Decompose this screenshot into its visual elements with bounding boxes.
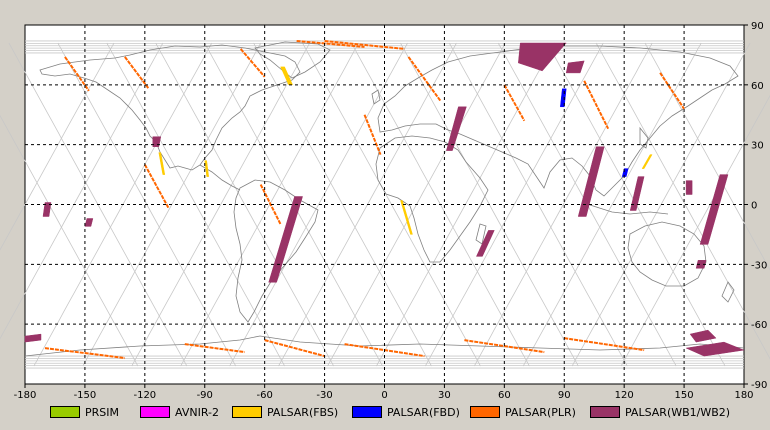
x-tick-label: -90 bbox=[197, 390, 213, 401]
coverage-polygon bbox=[629, 176, 645, 211]
legend-label: PALSAR(FBS) bbox=[267, 405, 339, 419]
coverage-polygon bbox=[446, 106, 467, 151]
x-tick-label: -180 bbox=[14, 390, 37, 401]
coast-australia bbox=[627, 221, 707, 287]
coverage-polygon bbox=[84, 218, 94, 227]
legend-label: PRSIM bbox=[85, 405, 119, 419]
orbit-track bbox=[448, 42, 628, 367]
coverage-polygon bbox=[695, 260, 707, 269]
plr-tracks bbox=[44, 39, 685, 360]
y-axis-ticks: 90 60 30 0 -30 -60 -90 bbox=[744, 21, 767, 391]
plr-track bbox=[143, 164, 170, 209]
legend-item: PRSIM bbox=[50, 402, 119, 422]
coverage-polygon bbox=[577, 146, 605, 217]
coverage-polygon bbox=[685, 180, 693, 195]
plr-track bbox=[464, 339, 545, 354]
legend-item: PALSAR(FBD) bbox=[352, 402, 460, 422]
coverage-polygon bbox=[476, 230, 495, 257]
coverage-polygon bbox=[699, 174, 729, 245]
coverage-polygon bbox=[42, 202, 52, 217]
x-tick-label: 150 bbox=[675, 390, 694, 401]
x-tick-label: 30 bbox=[438, 390, 451, 401]
plr-track bbox=[564, 337, 645, 352]
x-axis-ticks: -180 -150 -120 -90 -60 -30 0 30 60 90 120 150 180 bbox=[14, 384, 754, 401]
coverage-polygon bbox=[24, 333, 42, 343]
x-tick-label: -30 bbox=[316, 390, 332, 401]
plr-track bbox=[64, 56, 90, 92]
coverage-polygon bbox=[268, 196, 303, 283]
legend-swatch bbox=[50, 406, 80, 418]
orbit-track bbox=[473, 42, 653, 367]
legend: PRSIM AVNIR-2 PALSAR(FBS) PALSAR(FBD) PALSAR… bbox=[0, 402, 770, 422]
coverage-polygon bbox=[685, 341, 745, 357]
legend-label: PALSAR(FBD) bbox=[387, 405, 460, 419]
legend-swatch bbox=[140, 406, 170, 418]
orbit-track bbox=[253, 42, 432, 367]
plr-track bbox=[124, 56, 150, 90]
legend-swatch bbox=[470, 406, 500, 418]
plr-track bbox=[363, 114, 382, 156]
plr-track bbox=[296, 39, 365, 48]
x-tick-label: 180 bbox=[734, 390, 753, 401]
y-tick-label: 30 bbox=[751, 141, 764, 152]
plr-track bbox=[503, 84, 526, 122]
x-tick-label: 90 bbox=[558, 390, 571, 401]
coast-africa bbox=[375, 135, 489, 263]
x-tick-label: -60 bbox=[256, 390, 272, 401]
plr-track bbox=[184, 343, 245, 354]
coast-eurasia bbox=[377, 45, 739, 197]
legend-label: PALSAR(PLR) bbox=[505, 405, 576, 419]
plr-track bbox=[659, 72, 685, 110]
y-tick-label: -30 bbox=[751, 260, 767, 271]
coverage-polygon bbox=[689, 329, 717, 343]
coverage-polygon bbox=[280, 66, 293, 86]
coast-greenland bbox=[254, 41, 331, 79]
y-tick-label: 90 bbox=[751, 21, 764, 32]
plr-track bbox=[239, 48, 266, 78]
coverage-polygon bbox=[518, 42, 567, 72]
coast-new-zealand bbox=[721, 281, 735, 303]
plr-track bbox=[264, 339, 325, 358]
y-tick-label: -60 bbox=[751, 320, 767, 331]
orbit-track bbox=[229, 42, 408, 367]
orbit-track bbox=[522, 42, 702, 367]
x-tick-label: 120 bbox=[615, 390, 634, 401]
x-tick-label: -150 bbox=[74, 390, 97, 401]
legend-item: AVNIR-2 bbox=[140, 402, 219, 422]
legend-swatch bbox=[352, 406, 382, 418]
y-tick-label: 60 bbox=[751, 81, 764, 92]
orbit-track bbox=[155, 42, 335, 367]
legend-label: AVNIR-2 bbox=[175, 405, 219, 419]
coverage-polygon bbox=[565, 60, 585, 74]
coverage-polygon bbox=[158, 152, 166, 175]
plr-track bbox=[407, 56, 442, 102]
orbit-track bbox=[424, 42, 604, 367]
plr-track bbox=[583, 80, 610, 130]
plr-track bbox=[324, 39, 405, 50]
plr-track bbox=[44, 347, 125, 360]
coverage-polygon bbox=[641, 154, 653, 169]
legend-item: PALSAR(PLR) bbox=[470, 402, 576, 422]
legend-item: PALSAR(WB1/WB2) bbox=[590, 402, 730, 422]
legend-label: PALSAR(WB1/WB2) bbox=[625, 405, 731, 419]
x-tick-label: 60 bbox=[498, 390, 511, 401]
y-tick-label: 0 bbox=[751, 201, 757, 212]
coverage-polygon bbox=[400, 200, 413, 235]
coast-uk bbox=[371, 89, 381, 105]
coast-japan bbox=[639, 126, 649, 149]
plr-track bbox=[259, 184, 282, 225]
legend-swatch bbox=[590, 406, 620, 418]
coverage-polygons bbox=[24, 42, 745, 357]
coast-north-america bbox=[39, 44, 301, 171]
legend-swatch bbox=[232, 406, 262, 418]
legend-item: PALSAR(FBS) bbox=[232, 402, 338, 422]
coast-indonesia bbox=[589, 204, 669, 215]
x-tick-label: 0 bbox=[381, 390, 387, 401]
orbit-track bbox=[131, 42, 311, 367]
x-tick-label: -120 bbox=[133, 390, 156, 401]
coverage-polygon bbox=[204, 160, 209, 177]
y-tick-label: -90 bbox=[751, 380, 767, 391]
